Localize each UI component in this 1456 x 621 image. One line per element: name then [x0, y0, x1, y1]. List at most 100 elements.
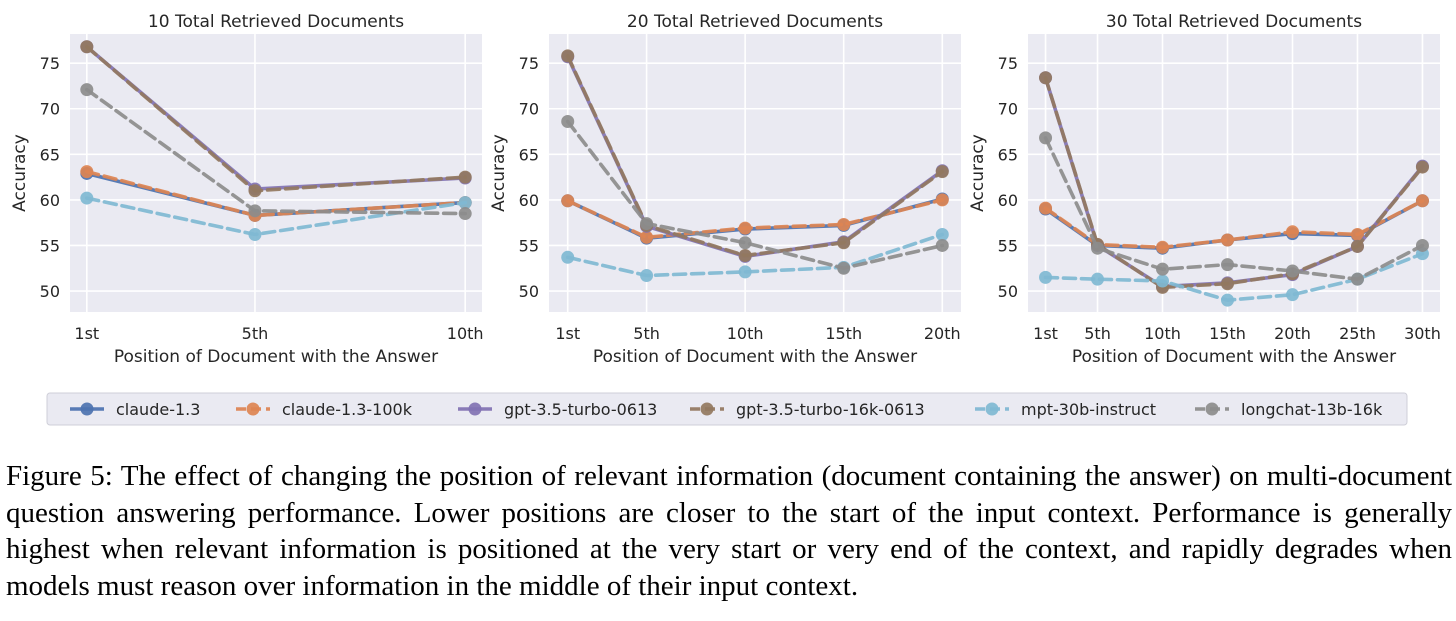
x-axis-label: Position of Document with the Answer — [114, 347, 438, 367]
chart-title: 10 Total Retrieved Documents — [148, 12, 404, 32]
data-point — [561, 250, 575, 264]
y-tick-label: 75 — [519, 54, 539, 73]
data-point — [1285, 225, 1299, 239]
x-tick-label: 30th — [1404, 324, 1441, 343]
data-point — [1221, 258, 1235, 272]
y-axis-label: Accuracy — [489, 134, 509, 212]
x-tick-label: 10th — [1144, 324, 1181, 343]
y-tick-label: 75 — [40, 54, 60, 73]
data-point — [837, 236, 851, 250]
y-tick-label: 55 — [519, 236, 539, 255]
data-point — [1285, 288, 1299, 302]
legend-label: claude-1.3-100k — [282, 400, 413, 419]
data-point — [561, 115, 575, 129]
data-point — [80, 40, 94, 54]
y-tick-label: 60 — [998, 191, 1018, 210]
plot-area — [70, 34, 482, 312]
data-point — [1091, 241, 1105, 255]
data-point — [1285, 264, 1299, 278]
x-tick-label: 5th — [633, 324, 660, 343]
legend-marker — [1205, 402, 1219, 416]
legend-marker — [700, 402, 714, 416]
data-point — [935, 193, 949, 207]
legend-marker — [246, 402, 260, 416]
data-point — [248, 184, 262, 198]
data-point — [1091, 272, 1105, 286]
data-point — [1221, 233, 1235, 247]
data-point — [80, 191, 94, 205]
data-point — [1350, 228, 1364, 242]
x-axis-label: Position of Document with the Answer — [1072, 347, 1396, 367]
x-tick-label: 1st — [74, 324, 99, 343]
x-tick-label: 10th — [447, 324, 484, 343]
y-tick-label: 70 — [40, 100, 60, 119]
chart-title: 20 Total Retrieved Documents — [627, 12, 883, 32]
data-point — [1350, 239, 1364, 253]
data-point — [1221, 277, 1235, 291]
data-point — [458, 207, 472, 221]
data-point — [640, 269, 654, 283]
data-point — [1350, 272, 1364, 286]
y-tick-label: 50 — [998, 282, 1018, 301]
data-point — [1039, 270, 1053, 284]
plot-area — [549, 34, 961, 312]
legend-label: mpt-30b-instruct — [1021, 400, 1156, 419]
x-tick-label: 5th — [242, 324, 269, 343]
y-tick-label: 55 — [998, 236, 1018, 255]
legend-marker — [80, 402, 94, 416]
data-point — [837, 261, 851, 275]
data-point — [935, 165, 949, 179]
chart-panel-2: 50 55 60 65 70 75 1st 5th 10th 15th 20th 20 Total R… — [489, 12, 961, 367]
data-point — [1415, 160, 1429, 174]
data-point — [640, 230, 654, 244]
data-point — [1156, 262, 1170, 276]
data-point — [738, 265, 752, 279]
x-tick-label: 1st — [1033, 324, 1058, 343]
legend-box — [46, 392, 1408, 426]
y-axis-label: Accuracy — [10, 134, 30, 212]
data-point — [738, 236, 752, 250]
chart-panel-3: 50 55 60 65 70 75 1st 5th 10th 15th 20th 25th 30th 30… — [968, 12, 1441, 367]
x-tick-label: 25th — [1339, 324, 1376, 343]
x-tick-label: 15th — [825, 324, 862, 343]
y-tick-label: 60 — [40, 191, 60, 210]
data-point — [1415, 194, 1429, 208]
data-point — [935, 228, 949, 242]
legend-label: gpt-3.5-turbo-16k-0613 — [736, 400, 925, 419]
y-tick-label: 70 — [998, 100, 1018, 119]
data-point — [561, 49, 575, 63]
data-point — [458, 170, 472, 184]
data-point — [935, 238, 949, 252]
data-point — [1039, 201, 1053, 215]
data-point — [1156, 274, 1170, 288]
data-point — [80, 83, 94, 97]
x-tick-label: 10th — [727, 324, 764, 343]
x-tick-label: 5th — [1084, 324, 1111, 343]
x-tick-label: 1st — [555, 324, 580, 343]
data-point — [1039, 131, 1053, 145]
legend-label: longchat-13b-16k — [1241, 400, 1383, 419]
chart-panel-1: 50 55 60 65 70 75 1st 5th 10th 10 Total Retrieved… — [10, 12, 484, 367]
y-tick-label: 50 — [40, 282, 60, 301]
figure-caption: Figure 5: The effect of changing the pos… — [6, 460, 1452, 602]
x-axis-label: Position of Document with the Answer — [593, 347, 917, 367]
data-point — [458, 196, 472, 210]
data-point — [1156, 240, 1170, 254]
data-point — [1039, 71, 1053, 85]
y-axis-label: Accuracy — [968, 134, 988, 212]
y-tick-label: 65 — [519, 145, 539, 164]
x-tick-label: 15th — [1209, 324, 1246, 343]
data-point — [1221, 293, 1235, 307]
y-tick-label: 60 — [519, 191, 539, 210]
data-point — [248, 228, 262, 242]
legend: claude-1.3 claude-1.3-100k gpt-3.5-turbo-0… — [46, 392, 1408, 426]
data-point — [738, 248, 752, 262]
y-tick-label: 65 — [998, 145, 1018, 164]
y-tick-label: 65 — [40, 145, 60, 164]
legend-label: claude-1.3 — [116, 400, 200, 419]
y-tick-label: 55 — [40, 236, 60, 255]
data-point — [248, 204, 262, 218]
legend-label: gpt-3.5-turbo-0613 — [504, 400, 657, 419]
legend-marker — [985, 402, 999, 416]
